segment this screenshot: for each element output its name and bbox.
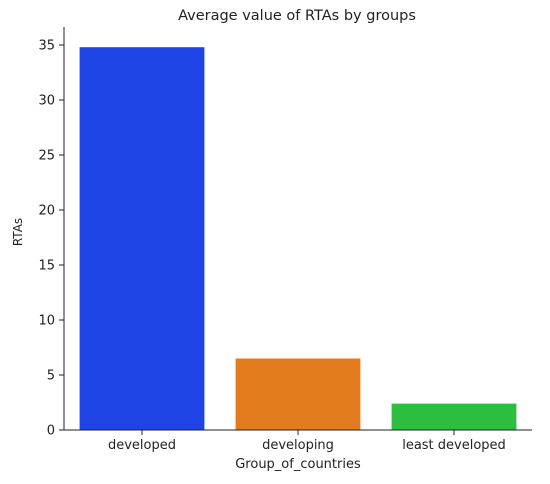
- y-tick-label-10: 10: [38, 314, 55, 329]
- y-axis-label: RTAs: [11, 218, 25, 246]
- x-tick-label-least-developed: least developed: [402, 438, 506, 453]
- bar-developed: [79, 47, 205, 430]
- y-tick-label-25: 25: [38, 149, 55, 164]
- x-tick-label-developed: developed: [108, 438, 176, 453]
- bars-group: [79, 47, 517, 430]
- y-ticks-group: 0 5 10 15 20 25 30 35: [38, 39, 64, 439]
- bar-least-developed: [391, 403, 517, 430]
- y-tick-label-30: 30: [38, 94, 55, 109]
- y-tick-label-20: 20: [38, 204, 55, 219]
- bar-developing: [235, 358, 361, 430]
- x-ticks-group: developed developing least developed: [108, 430, 506, 453]
- y-tick-label-15: 15: [38, 259, 55, 274]
- x-tick-label-developing: developing: [262, 438, 334, 453]
- y-tick-label-35: 35: [38, 39, 55, 54]
- x-axis-label: Group_of_countries: [235, 457, 361, 472]
- chart-title: Average value of RTAs by groups: [178, 8, 416, 24]
- y-tick-label-0: 0: [47, 424, 55, 439]
- y-tick-label-5: 5: [47, 369, 55, 384]
